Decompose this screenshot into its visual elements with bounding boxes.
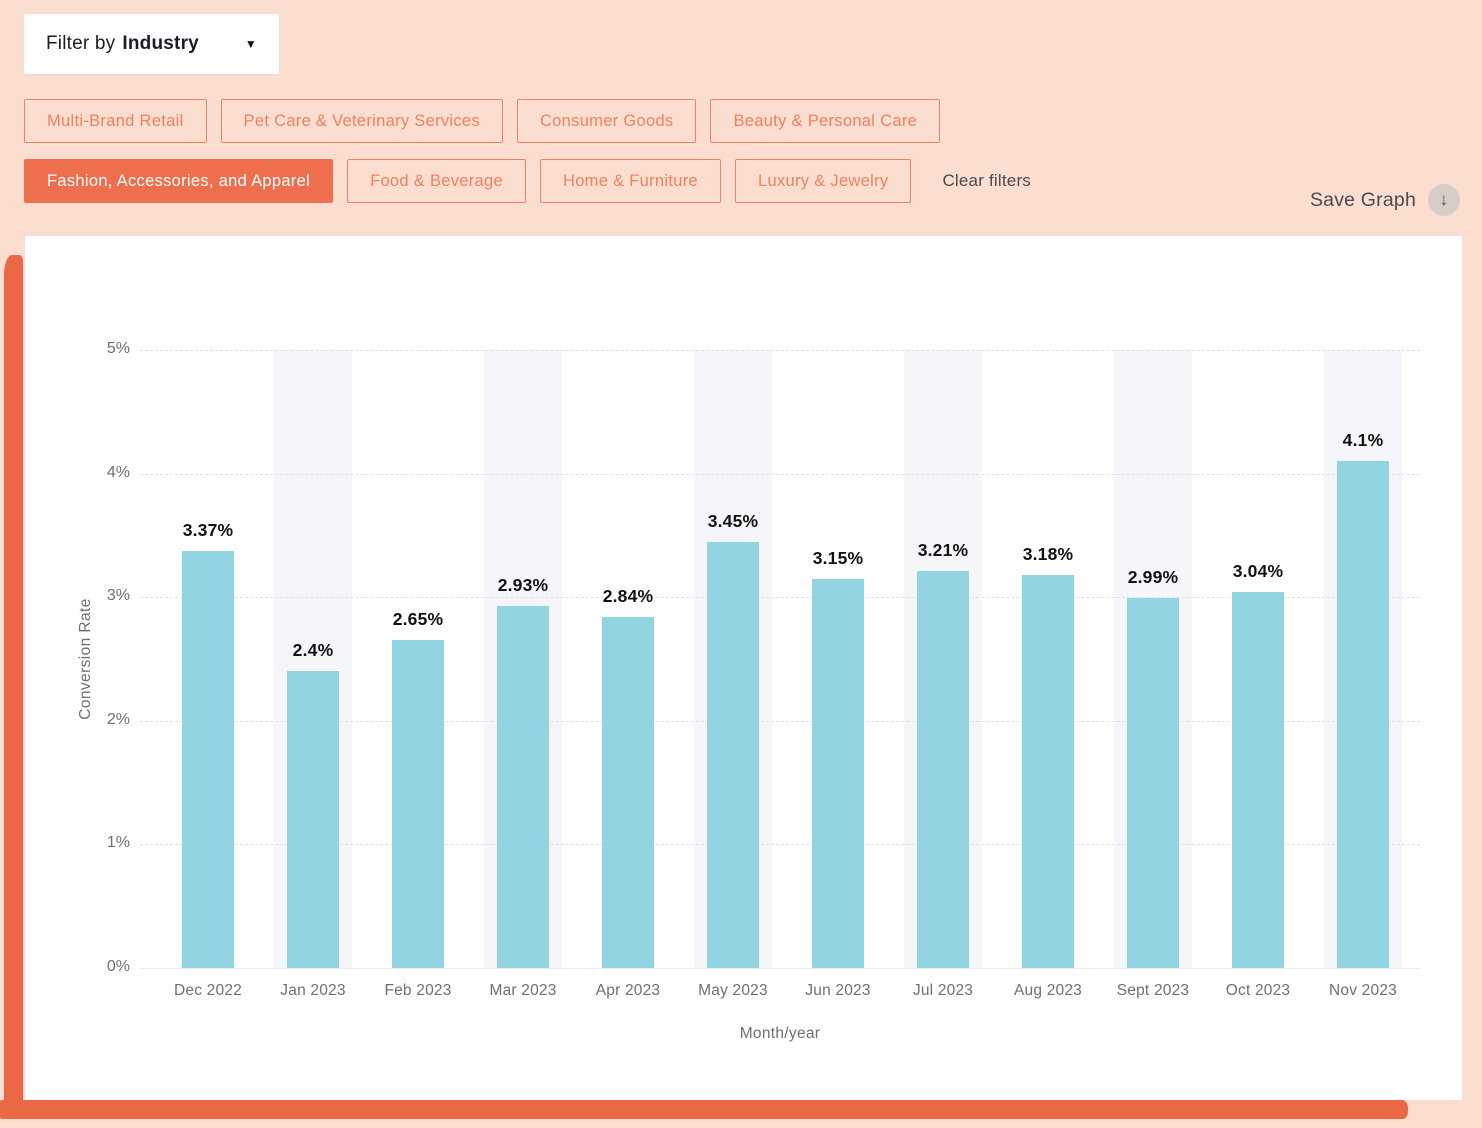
grid-line [140,844,1420,846]
clear-filters-button[interactable]: Clear filters [942,171,1032,190]
x-tick-label: Jan 2023 [280,982,346,999]
x-tick-label: Feb 2023 [384,982,452,999]
y-tick-label: 5% [106,340,130,357]
grid-line [140,350,1420,351]
bar-value-label: 3.37% [182,520,234,541]
filter-pill-pet-care[interactable]: Pet Care & Veterinary Services [220,99,503,143]
filter-pill-row-1: Multi-Brand Retail Pet Care & Veterinary… [24,99,941,143]
bar[interactable] [917,571,969,968]
y-axis-title: Conversion Rate [77,598,94,720]
filter-pill-fashion-selected[interactable]: Fashion, Accessories, and Apparel [24,159,334,203]
filter-pill-food-beverage[interactable]: Food & Beverage [347,159,526,203]
bar[interactable] [1022,574,1074,968]
bar[interactable] [1232,592,1284,968]
bar-value-label: 3.18% [1022,543,1074,564]
bar[interactable] [392,640,444,968]
bar-value-label: 3.15% [812,547,864,568]
industry-filter-dropdown[interactable]: Filter by Industry ▼ [24,14,279,74]
y-tick-label: 4% [106,463,130,481]
filter-by-label: Filter by [46,33,116,54]
y-tick-label: 2% [106,710,130,728]
y-tick-label: 1% [106,834,130,852]
brush-stroke-bottom [0,1100,1408,1119]
grid-line [140,968,1420,969]
bar[interactable] [497,605,549,968]
filter-pill-consumer-goods[interactable]: Consumer Goods [516,99,697,143]
x-tick-label: Nov 2023 [1329,982,1397,999]
bar[interactable] [1127,598,1179,968]
bar[interactable] [287,671,339,968]
bar-value-label: 3.45% [707,510,759,531]
x-tick-label: Jul 2023 [912,982,974,999]
bar-value-label: 2.99% [1127,567,1179,588]
filter-pill-home-furniture[interactable]: Home & Furniture [539,159,721,203]
bar-value-label: 2.93% [497,574,549,595]
filter-pill-luxury-jewelry[interactable]: Luxury & Jewelry [735,159,912,203]
x-tick-label: Apr 2023 [595,982,661,999]
x-tick-label: Mar 2023 [489,982,557,999]
chevron-down-icon: ▼ [244,37,257,51]
x-tick-label: Dec 2022 [174,982,242,999]
bar-value-label: 3.21% [917,540,969,561]
x-tick-label: Jun 2023 [805,982,871,999]
y-tick-label: 3% [106,587,130,605]
bar[interactable] [602,616,654,968]
save-graph-label: Save Graph [1309,188,1416,211]
x-tick-label: Oct 2023 [1225,982,1291,999]
bar[interactable] [707,541,759,968]
bar-value-label: 2.84% [602,585,654,606]
save-graph-button[interactable]: Save Graph ↓ [1310,184,1460,216]
filter-pill-multi-brand-retail[interactable]: Multi-Brand Retail [24,99,207,143]
filter-dropdown-value: Industry [122,33,199,54]
chart-card: Conversion Rate Month/year 0% 1% 2% 3% 4% 5% 3… [25,236,1462,1100]
bar-value-label: 2.4% [292,640,334,661]
y-tick-label: 0% [106,958,130,975]
bar-value-label: 2.65% [392,609,444,630]
grid-line [140,597,1420,599]
x-tick-label: May 2023 [698,982,768,999]
filter-pill-row-2: Fashion, Accessories, and Apparel Food &… [24,159,1031,203]
x-axis-title: Month/year [739,1025,821,1042]
brush-stroke-left [4,255,23,1119]
bar[interactable] [1337,461,1389,968]
bar-value-label: 3.04% [1232,561,1284,582]
x-tick-label: Aug 2023 [1014,982,1082,999]
download-icon[interactable]: ↓ [1428,184,1460,216]
bar-value-label: 4.1% [1342,430,1384,451]
filter-pill-beauty-personal-care[interactable]: Beauty & Personal Care [710,99,941,143]
bar[interactable] [182,551,234,968]
bar[interactable] [812,578,864,968]
x-tick-label: Sept 2023 [1116,982,1190,999]
grid-line [140,473,1420,475]
grid-line [140,720,1420,722]
